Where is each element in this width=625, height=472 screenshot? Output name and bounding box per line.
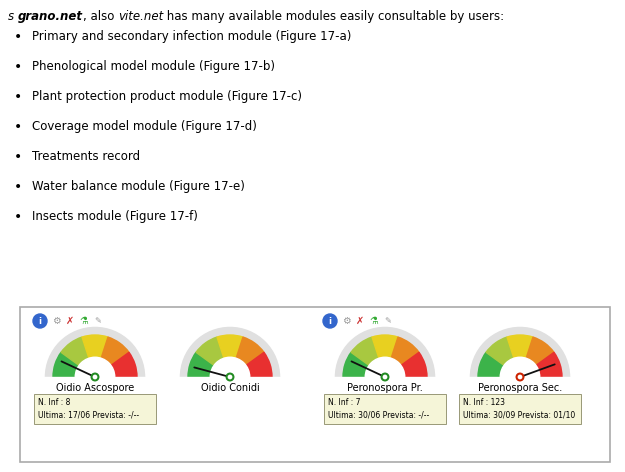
Wedge shape	[526, 337, 554, 365]
Text: ⚗: ⚗	[79, 316, 88, 326]
Circle shape	[365, 357, 405, 397]
Text: •: •	[14, 120, 22, 134]
Circle shape	[33, 314, 47, 328]
Text: ⚗: ⚗	[369, 316, 378, 326]
Circle shape	[518, 375, 522, 379]
Text: Oidio Conidi: Oidio Conidi	[201, 383, 259, 393]
Circle shape	[226, 373, 234, 381]
Text: •: •	[14, 90, 22, 104]
Bar	[46, 377, 144, 389]
Wedge shape	[61, 337, 89, 365]
Text: N. Inf : 7
Ultima: 30/06 Prevista: -/--: N. Inf : 7 Ultima: 30/06 Prevista: -/--	[328, 398, 429, 419]
Text: Coverage model module (Figure 17-d): Coverage model module (Figure 17-d)	[32, 120, 257, 133]
Text: •: •	[14, 30, 22, 44]
Text: Insects module (Figure 17-f): Insects module (Figure 17-f)	[32, 210, 198, 223]
Text: Water balance module (Figure 17-e): Water balance module (Figure 17-e)	[32, 180, 245, 193]
Wedge shape	[536, 352, 562, 377]
Text: •: •	[14, 180, 22, 194]
Text: N. Inf : 123
Ultima: 30/09 Prevista: 01/10: N. Inf : 123 Ultima: 30/09 Prevista: 01/…	[463, 398, 575, 419]
Text: i: i	[39, 317, 41, 326]
Text: Peronospora Sec.: Peronospora Sec.	[478, 383, 562, 393]
Text: Plant protection product module (Figure 17-c): Plant protection product module (Figure …	[32, 90, 302, 103]
FancyBboxPatch shape	[324, 394, 446, 424]
Bar	[468, 377, 572, 398]
FancyBboxPatch shape	[20, 307, 610, 462]
Circle shape	[91, 373, 99, 381]
Text: grano.net: grano.net	[18, 10, 83, 23]
Wedge shape	[82, 335, 108, 358]
Circle shape	[228, 375, 232, 379]
Wedge shape	[486, 337, 514, 365]
Wedge shape	[478, 352, 504, 377]
Text: Peronospora Pr.: Peronospora Pr.	[347, 383, 423, 393]
Bar	[336, 377, 434, 389]
Text: •: •	[14, 210, 22, 224]
Wedge shape	[101, 337, 129, 365]
Text: ✎: ✎	[94, 317, 101, 326]
Wedge shape	[111, 352, 137, 377]
Bar	[332, 377, 437, 398]
Wedge shape	[46, 328, 144, 377]
Circle shape	[93, 375, 97, 379]
Wedge shape	[372, 335, 398, 358]
Bar	[471, 377, 569, 389]
Wedge shape	[181, 328, 279, 377]
Text: N. Inf : 8
Ultima: 17/06 Prevista: -/--: N. Inf : 8 Ultima: 17/06 Prevista: -/--	[38, 398, 139, 419]
Wedge shape	[336, 328, 434, 377]
Circle shape	[381, 373, 389, 381]
Text: ⚙: ⚙	[342, 316, 351, 326]
Text: Primary and secondary infection module (Figure 17-a): Primary and secondary infection module (…	[32, 30, 351, 43]
Wedge shape	[471, 328, 569, 377]
FancyBboxPatch shape	[459, 394, 581, 424]
Wedge shape	[401, 352, 427, 377]
Circle shape	[323, 314, 337, 328]
Text: ✎: ✎	[384, 317, 391, 326]
Text: s: s	[8, 10, 18, 23]
Circle shape	[383, 375, 387, 379]
Wedge shape	[236, 337, 264, 365]
Text: ⚙: ⚙	[52, 316, 61, 326]
Bar	[177, 377, 282, 398]
Text: i: i	[329, 317, 331, 326]
Text: •: •	[14, 150, 22, 164]
Circle shape	[210, 357, 250, 397]
Text: Phenological model module (Figure 17-b): Phenological model module (Figure 17-b)	[32, 60, 275, 73]
Text: vite.net: vite.net	[118, 10, 163, 23]
Bar	[181, 377, 279, 389]
Wedge shape	[351, 337, 379, 365]
Circle shape	[75, 357, 115, 397]
Wedge shape	[53, 352, 79, 377]
Circle shape	[516, 373, 524, 381]
Text: ✗: ✗	[66, 316, 74, 326]
Wedge shape	[217, 335, 243, 358]
Wedge shape	[196, 337, 224, 365]
Wedge shape	[343, 352, 369, 377]
Text: has many available modules easily consultable by users:: has many available modules easily consul…	[163, 10, 504, 23]
Text: , also: , also	[83, 10, 118, 23]
Wedge shape	[246, 352, 272, 377]
Text: ✗: ✗	[356, 316, 364, 326]
Circle shape	[500, 357, 540, 397]
Text: Oidio Ascospore: Oidio Ascospore	[56, 383, 134, 393]
Text: Treatments record: Treatments record	[32, 150, 140, 163]
FancyBboxPatch shape	[34, 394, 156, 424]
Wedge shape	[391, 337, 419, 365]
Text: •: •	[14, 60, 22, 74]
Wedge shape	[188, 352, 214, 377]
Wedge shape	[507, 335, 533, 358]
Bar	[42, 377, 148, 398]
